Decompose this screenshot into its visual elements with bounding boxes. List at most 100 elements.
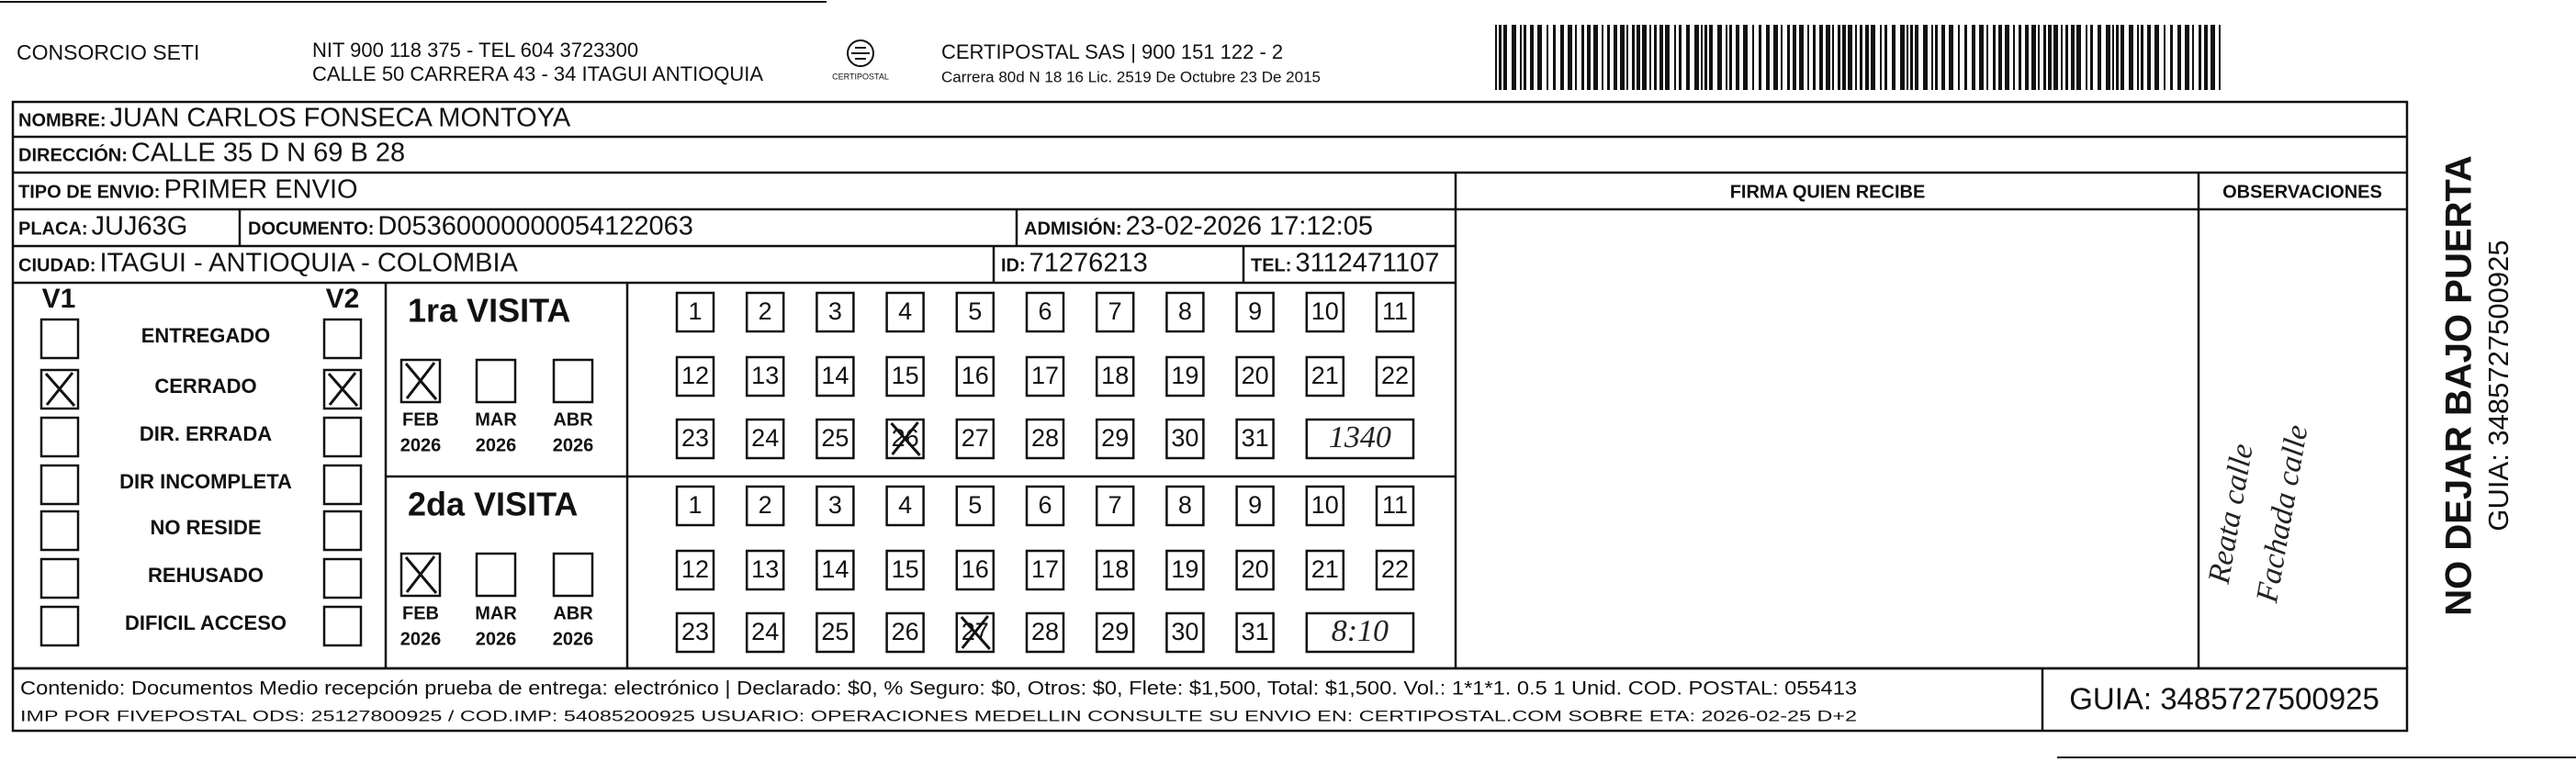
barcode-bar [2192,25,2194,90]
year-label: 2026 [400,435,442,455]
day-number: 1 [688,297,702,325]
day-number: 10 [1311,297,1339,325]
day-number: 2 [759,491,772,519]
day-box [1235,485,1275,527]
day-number: 28 [1031,424,1059,452]
month-box [475,552,517,598]
day-box [955,611,996,654]
day-box [1095,418,1135,460]
barcode-bar [2116,25,2119,90]
barcode-bar [1848,25,1852,90]
barcode-bar [1553,25,1556,90]
carrier-line: CERTIPOSTAL SAS | 900 151 122 - 2 [941,40,1283,63]
logo-icon [851,47,870,60]
field-label: CIUDAD: [18,255,96,275]
day-box [1305,291,1345,333]
barcode-bar [1587,25,1591,90]
barcode-bar [1860,25,1862,90]
barcode-bar [1649,25,1651,90]
month-box [552,552,594,598]
day-box [955,291,996,333]
field-label: ID: [1001,255,1026,275]
day-number: 25 [821,618,849,645]
day-number: 31 [1242,424,1269,452]
barcode-bar [1979,25,1984,90]
barcode-bar [2170,25,2173,90]
barcode-bar [1626,25,1628,90]
day-box [955,549,996,591]
barcode-bar [1642,25,1647,90]
barcode-bar [2177,25,2181,90]
barcode-bar [1694,25,1699,90]
day-number: 11 [1382,491,1408,519]
day-box [1095,355,1135,398]
day-box [1025,485,1065,527]
barcode-bar [2013,25,2015,90]
barcode-bar [1607,25,1610,90]
month-box [399,358,442,404]
day-number: 14 [821,555,849,583]
day-number: 18 [1101,555,1129,583]
handwritten-mark [328,372,357,406]
barcode-bar [1787,25,1790,90]
month-label: MAR [475,409,517,430]
day-number: 26 [892,618,919,645]
barcode-bar [1499,25,1502,90]
barcode-bar [1855,25,1857,90]
barcode-bar [1915,25,1918,90]
month-box [475,358,517,404]
barcode-bar [1520,25,1522,90]
day-number: 30 [1171,424,1198,452]
barcode-bar [1537,25,1542,90]
day-number: 11 [1382,297,1408,325]
barcode-bar [2210,25,2215,90]
barcode-bar [1935,25,1938,90]
barcode-bar [1998,25,2002,90]
barcode-bar [1659,25,1663,90]
barcode-bar [1793,25,1796,90]
day-box [816,611,855,654]
barcode-bar [1654,25,1657,90]
day-box [1375,291,1415,333]
checkbox [39,510,80,552]
day-box [745,355,785,398]
barcode-bar [2129,25,2133,90]
status-label: DIFICIL ACCESO [125,611,287,634]
year-label: 2026 [476,435,517,455]
day-number: 9 [1248,491,1262,519]
day-box [1165,485,1205,527]
checkbox [39,605,80,647]
day-number: 17 [1031,362,1059,389]
barcode-bar [1752,25,1754,90]
day-number: 20 [1242,362,1269,389]
handwritten-time: 8:10 [1332,614,1389,648]
barcode-bar [2154,25,2159,90]
barcode-bar [1547,25,1548,90]
day-number: 18 [1101,362,1129,389]
day-number: 19 [1171,362,1198,389]
barcode-bar [1729,25,1732,90]
barcode-bar [2106,25,2110,90]
handwritten-mark [45,372,74,406]
checkbox [322,557,363,600]
barcode-bar [1972,25,1975,90]
checkbox [322,605,363,647]
barcode-bar [2038,25,2040,90]
day-number: 8 [1178,297,1192,325]
barcode-bar [1709,25,1713,90]
field-label: TEL: [1251,255,1291,275]
status-label: ENTREGADO [141,324,271,347]
field-value: CALLE 35 D N 69 B 28 [131,139,405,168]
field-value: JUJ63G [92,212,188,241]
day-box [1025,418,1065,460]
barcode-bar [2219,25,2221,90]
barcode-bar [2141,25,2143,90]
day-number: 7 [1108,297,1122,325]
day-number: 9 [1248,297,1262,325]
barcode-bar [1575,25,1577,90]
day-box [1305,355,1345,398]
handwritten-mark [891,421,919,455]
barcode-bar [2065,25,2068,90]
